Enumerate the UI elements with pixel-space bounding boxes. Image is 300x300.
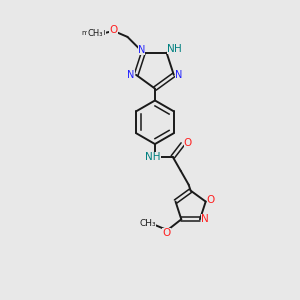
Text: O: O: [206, 195, 215, 205]
Text: N: N: [175, 70, 182, 80]
Text: NH: NH: [145, 152, 161, 162]
Text: N: N: [167, 44, 174, 54]
Text: N: N: [128, 70, 135, 80]
Text: CH₃: CH₃: [87, 29, 103, 38]
Text: N: N: [201, 214, 209, 224]
Text: N: N: [138, 45, 145, 55]
Text: methyl: methyl: [82, 30, 106, 36]
Text: CH₃: CH₃: [139, 219, 156, 228]
Text: N: N: [128, 70, 135, 80]
Text: H: H: [174, 44, 182, 54]
Text: O: O: [110, 25, 118, 35]
Text: O: O: [184, 138, 192, 148]
Text: O: O: [162, 228, 171, 238]
